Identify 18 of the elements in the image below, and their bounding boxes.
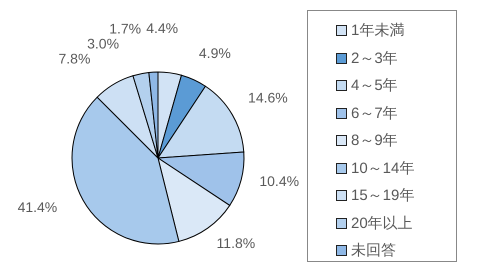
data-label: 10.4% (259, 173, 300, 190)
legend-label: 4～5年 (351, 76, 398, 96)
legend-label: 2～3年 (351, 48, 398, 68)
data-label: 41.4% (18, 199, 58, 216)
data-label: 4.9% (198, 45, 231, 62)
legend-label: 未回答 (351, 241, 396, 260)
data-label: 1.7% (109, 20, 142, 37)
legend-label: 1年未満 (351, 21, 404, 40)
legend-label: 15～19年 (351, 186, 414, 206)
data-label: 14.6% (248, 90, 288, 106)
data-label: 11.8% (216, 234, 256, 251)
legend-label: 6～7年 (351, 104, 398, 123)
legend-label: 8～9年 (351, 131, 398, 150)
legend-label: 20年以上 (351, 214, 413, 233)
legend-label: 10～14年 (351, 158, 414, 178)
data-label: 4.4% (146, 20, 178, 36)
data-label: 7.8% (58, 50, 90, 67)
data-label: 3.0% (87, 36, 120, 52)
